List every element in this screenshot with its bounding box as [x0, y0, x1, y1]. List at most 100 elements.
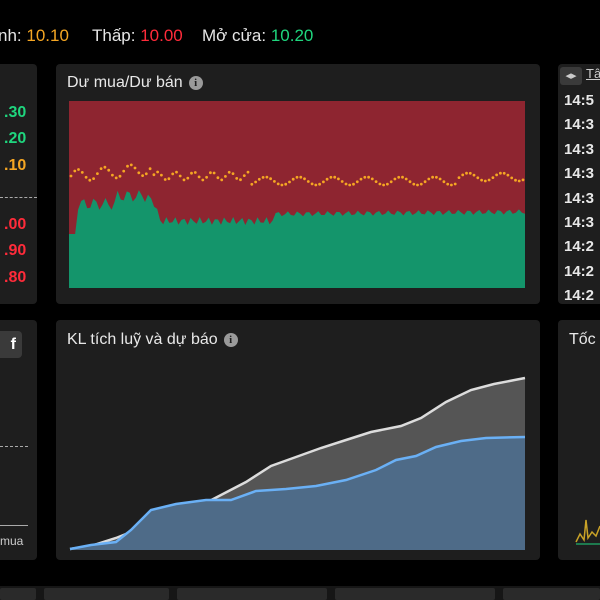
ratio-dot	[69, 174, 73, 178]
ratio-dot	[333, 175, 337, 179]
actual-line	[69, 435, 526, 551]
ratio-dot	[284, 182, 288, 186]
ratio-dot	[404, 177, 408, 181]
time-row: 14:2	[564, 287, 595, 304]
ratio-dot	[178, 174, 182, 178]
ratio-dot	[163, 178, 167, 181]
ratio-dot	[122, 169, 126, 173]
dashed-line	[0, 446, 28, 447]
ratio-dot	[499, 171, 502, 175]
ratio-dot	[197, 175, 201, 179]
bid-ask-title: Dư mua/Dư bán i	[67, 74, 203, 92]
ratio-dot	[186, 176, 190, 180]
ratio-dot	[442, 180, 446, 184]
bottom-tab[interactable]	[177, 588, 327, 600]
bottom-tab[interactable]	[503, 588, 600, 600]
ratio-dot	[133, 166, 137, 170]
ratio-dot	[96, 172, 99, 175]
ratio-dot	[310, 182, 314, 186]
cumulative-title: KL tích luỹ và dự báo i	[67, 331, 238, 349]
ratio-dot	[144, 172, 148, 176]
ratio-dot	[450, 183, 453, 187]
speed-panel: Tốc	[558, 320, 600, 560]
ratio-dot	[126, 164, 129, 168]
ratio-dot	[397, 175, 401, 179]
ratio-dot	[318, 182, 321, 186]
ratio-dot	[212, 171, 216, 175]
header-bar: nh: 10.10 Thấp: 10.00 Mở cửa: 10.20	[0, 0, 600, 60]
ratio-dot	[88, 178, 92, 182]
ratio-dot	[269, 177, 272, 181]
time-row: 14:5	[564, 92, 595, 109]
time-row: 14:3	[564, 116, 595, 134]
ratio-dot	[114, 176, 118, 180]
ratio-dot	[216, 176, 220, 180]
ratio-dot	[517, 179, 521, 183]
price-level: .90	[4, 242, 27, 259]
ratio-dot	[295, 175, 299, 179]
ratio-dot	[340, 180, 344, 183]
open-label: Mở cửa:	[202, 26, 267, 45]
bottom-tab[interactable]	[44, 588, 169, 600]
ratio-dot	[337, 177, 340, 181]
ratio-dot	[386, 182, 389, 186]
bottom-tab[interactable]	[0, 588, 36, 600]
ratio-dot	[107, 168, 111, 172]
ratio-dot	[502, 171, 506, 175]
ratio-dot	[416, 183, 419, 187]
ratio-dot	[77, 168, 80, 171]
tab-time[interactable]: Tâ	[586, 66, 600, 81]
ratio-dot	[325, 177, 329, 181]
high-label: nh:	[0, 26, 22, 45]
ratio-dot	[182, 178, 186, 182]
ratio-dot	[408, 180, 412, 184]
ratio-dot	[419, 182, 423, 186]
ratio-dot	[431, 175, 434, 179]
price-level: .20	[4, 130, 27, 147]
ratio-dot	[261, 176, 265, 179]
ratio-dot	[73, 169, 77, 173]
cumulative-volume-panel: KL tích luỹ và dự báo i	[56, 320, 540, 560]
ratio-dot	[299, 175, 303, 179]
ratio-dot	[220, 178, 224, 182]
ratio-dot	[472, 173, 476, 177]
time-row: 14:3	[564, 214, 595, 231]
ratio-dot	[480, 178, 483, 182]
ratio-dot	[435, 175, 438, 179]
ratio-dot	[468, 171, 472, 175]
ladder-divider	[0, 197, 37, 198]
ratio-dot	[235, 177, 239, 180]
ratio-dot	[257, 177, 261, 181]
ratio-dot	[224, 175, 227, 178]
ratio-dot	[427, 177, 431, 181]
ratio-dot	[506, 173, 510, 177]
info-icon[interactable]: i	[188, 76, 203, 90]
cumulative-chart	[69, 376, 526, 551]
ratio-dot	[363, 175, 367, 179]
bottom-tab[interactable]	[335, 588, 495, 600]
ratio-dot	[193, 171, 197, 174]
ratio-dot	[156, 170, 159, 174]
high-value: 10.10	[26, 26, 69, 45]
ratio-dot	[476, 176, 480, 180]
ratio-dot	[382, 183, 385, 187]
legend-label: mua	[0, 534, 24, 548]
ratio-dot	[175, 170, 178, 174]
info-icon[interactable]: i	[223, 333, 238, 347]
ratio-dot	[457, 176, 461, 179]
low-stat: Thấp: 10.00	[92, 26, 183, 46]
ratio-dot	[344, 182, 348, 186]
ratio-dot	[461, 173, 465, 177]
bid-ask-chart	[69, 101, 525, 288]
collapse-toggle-button[interactable]: ◂▸	[560, 67, 582, 85]
filter-button[interactable]: f	[0, 331, 22, 358]
time-row: 14:3	[564, 140, 595, 158]
ratio-dot	[265, 175, 269, 179]
ratio-dot	[314, 183, 318, 187]
time-row: 14:2	[564, 262, 595, 280]
ratio-dot	[438, 177, 442, 181]
ratio-dot	[374, 180, 378, 183]
ratio-dot	[273, 180, 276, 183]
ratio-dot	[148, 167, 152, 171]
ratio-dot	[378, 182, 382, 186]
